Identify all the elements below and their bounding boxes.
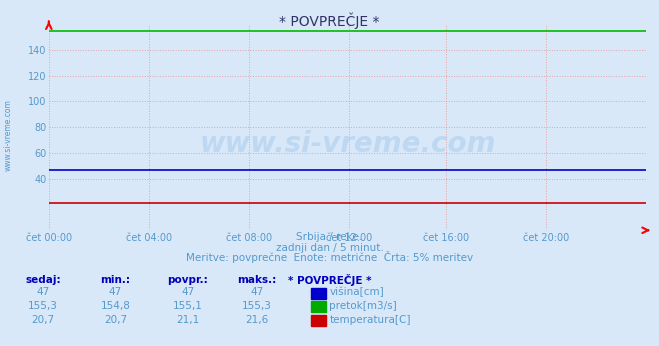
Text: Srbija / reke.: Srbija / reke. [297, 233, 362, 243]
Text: višina[cm]: višina[cm] [330, 287, 384, 298]
Text: zadnji dan / 5 minut.: zadnji dan / 5 minut. [275, 243, 384, 253]
Text: 21,1: 21,1 [176, 315, 200, 325]
Text: 47: 47 [250, 288, 264, 297]
Text: min.:: min.: [100, 275, 130, 285]
Text: 20,7: 20,7 [31, 315, 55, 325]
Text: 47: 47 [181, 288, 194, 297]
Text: Meritve: povprečne  Enote: metrične  Črta: 5% meritev: Meritve: povprečne Enote: metrične Črta:… [186, 251, 473, 263]
Text: www.si-vreme.com: www.si-vreme.com [200, 130, 496, 158]
Text: maks.:: maks.: [237, 275, 277, 285]
Text: sedaj:: sedaj: [25, 275, 61, 285]
Text: 154,8: 154,8 [100, 301, 130, 311]
Text: * POVPREČJE *: * POVPREČJE * [288, 274, 371, 286]
Text: 47: 47 [36, 288, 49, 297]
Text: povpr.:: povpr.: [167, 275, 208, 285]
Text: 20,7: 20,7 [103, 315, 127, 325]
Text: 21,6: 21,6 [245, 315, 269, 325]
Text: 155,3: 155,3 [242, 301, 272, 311]
Text: pretok[m3/s]: pretok[m3/s] [330, 301, 397, 311]
Text: * POVPREČJE *: * POVPREČJE * [279, 12, 380, 29]
Text: www.si-vreme.com: www.si-vreme.com [3, 99, 13, 171]
Text: 155,1: 155,1 [173, 301, 203, 311]
Text: temperatura[C]: temperatura[C] [330, 315, 411, 325]
Text: 47: 47 [109, 288, 122, 297]
Text: 155,3: 155,3 [28, 301, 58, 311]
